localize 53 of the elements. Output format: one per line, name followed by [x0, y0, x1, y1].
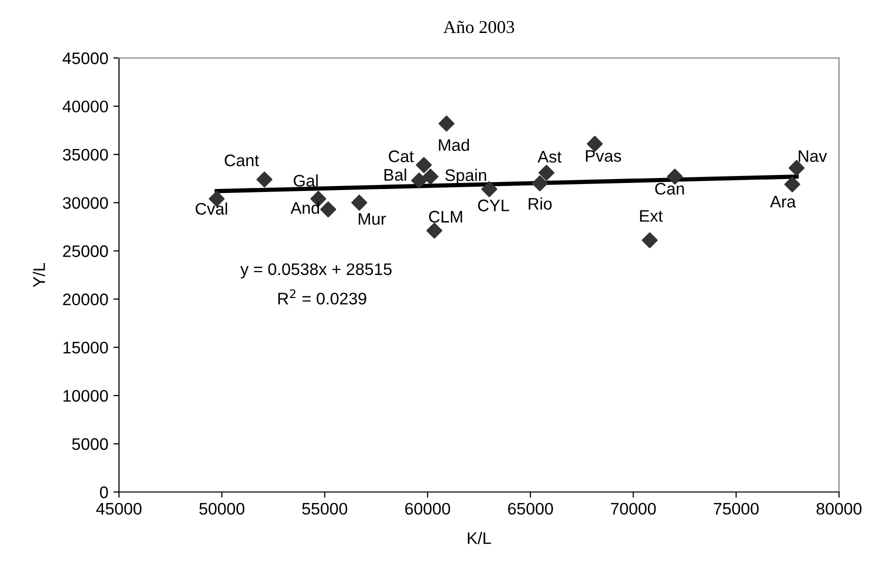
annotation: And [290, 202, 320, 214]
annotation: Gal [294, 174, 318, 187]
point [320, 201, 336, 218]
annotation: Cat [388, 150, 414, 162]
y-tick-label: 45000 [62, 52, 108, 64]
point [426, 222, 442, 239]
point [411, 172, 428, 188]
x-tick-label: 75000 [714, 502, 759, 515]
annotation: Mad [438, 138, 469, 151]
annotation: Spain [445, 168, 486, 184]
y-tick-label: 30000 [62, 197, 108, 209]
y-tick-label: 10000 [64, 390, 108, 402]
annotation: Mur [358, 213, 386, 225]
annotation: Ast [538, 151, 562, 163]
y-tick-label: 5000 [72, 438, 108, 450]
annotation: Nav [798, 150, 828, 162]
y-tick-label: 40000 [62, 100, 108, 112]
annotation: R$^{2}$ = 0.0239 [278, 289, 366, 305]
x-tick-label: 50000 [199, 502, 244, 515]
point [532, 175, 548, 192]
annotation: Rio [528, 197, 552, 210]
chart-title: Año 2003 [443, 20, 514, 34]
annotation: Pvas [586, 150, 622, 162]
point [416, 157, 432, 174]
annotation: y = 0.0538x + 28515 [240, 263, 392, 278]
y-tick-label: 0 [100, 486, 108, 498]
annotation: CLM [429, 210, 462, 223]
x-tick-label: 60000 [405, 502, 450, 515]
point [256, 172, 272, 188]
x-tick-label: 45000 [96, 502, 142, 515]
y-tick-label: 15000 [64, 342, 108, 354]
y-tick-label: 35000 [62, 148, 108, 161]
y-axis-title: Y/L [32, 263, 46, 288]
annotation: Cval [196, 202, 228, 215]
x-tick-label: 80000 [816, 502, 862, 515]
x-axis-title: K/L [468, 532, 491, 544]
point [784, 176, 800, 192]
annotation: Ext [640, 210, 663, 222]
y-tick-label: 25000 [63, 245, 108, 258]
point [351, 194, 368, 211]
point [438, 116, 454, 132]
annotation: Cant [224, 154, 260, 166]
x-tick-label: 65000 [508, 502, 553, 515]
x-tick-label: 55000 [302, 502, 348, 515]
annotation: Bal [384, 168, 406, 181]
y-tick-label: 20000 [63, 294, 108, 306]
point [538, 164, 554, 181]
annotation: Ara [770, 196, 796, 208]
point [642, 232, 658, 248]
point [422, 168, 438, 185]
annotation: Can [655, 182, 684, 195]
x-tick-label: 70000 [610, 502, 656, 515]
annotation: CYL [478, 200, 510, 212]
